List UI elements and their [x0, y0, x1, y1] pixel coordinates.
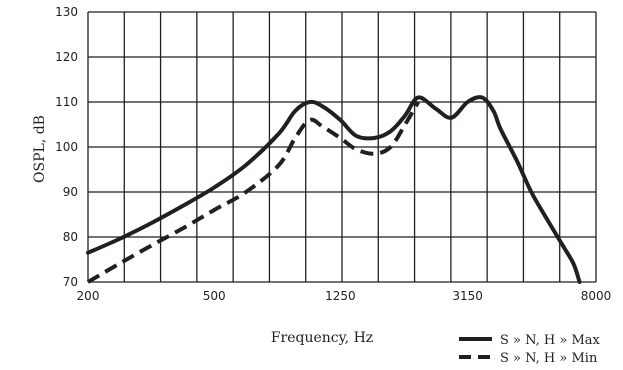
x-tick-label: 500 — [203, 289, 226, 303]
x-tick-label: 3150 — [452, 289, 483, 303]
y-tick-label: 80 — [63, 230, 78, 244]
legend-item-max: S » N, H » Max — [459, 333, 601, 348]
y-tick-label: 130 — [55, 5, 78, 19]
legend-item-min: S » N, H » Min — [459, 351, 598, 366]
y-tick-label: 110 — [55, 95, 78, 109]
y-tick-label: 90 — [63, 185, 78, 199]
tick-labels: 70 80 90 100 110 120 130 200 500 1250 3150 8000 — [55, 5, 611, 303]
x-tick-label: 1250 — [325, 289, 356, 303]
legend-label-min: S » N, H » Min — [500, 351, 598, 366]
x-axis-label: Frequency, Hz — [271, 330, 373, 346]
chart-grid — [87, 11, 597, 283]
y-axis-label: OSPL, dB — [32, 115, 48, 183]
x-tick-label: 200 — [77, 289, 100, 303]
series-layer — [86, 95, 582, 284]
y-tick-label: 70 — [63, 275, 78, 289]
legend-label-max: S » N, H » Max — [500, 333, 601, 348]
series-line-max — [86, 95, 582, 284]
x-tick-label: 8000 — [581, 289, 612, 303]
y-tick-label: 100 — [55, 140, 78, 154]
legend: S » N, H » Max S » N, H » Min — [459, 333, 601, 366]
y-tick-label: 120 — [55, 50, 78, 64]
series-line-min — [86, 100, 420, 284]
